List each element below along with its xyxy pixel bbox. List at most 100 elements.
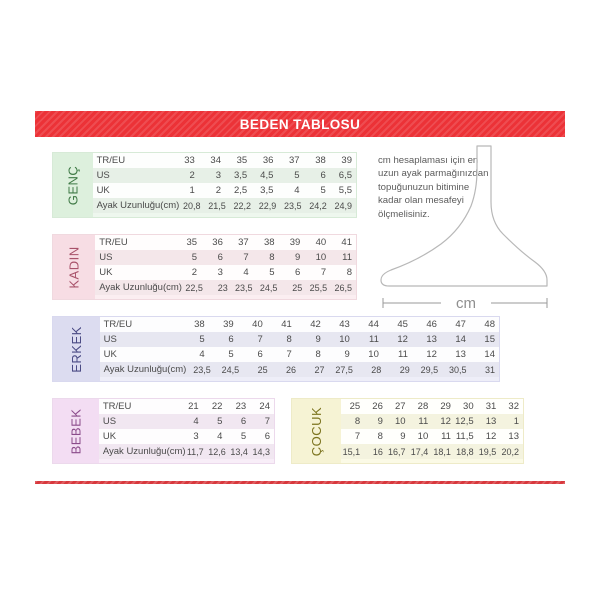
table-cell: 47: [455, 319, 466, 330]
table-cell: 9: [315, 334, 321, 345]
table-cell: 4: [193, 416, 199, 427]
table-cell: 28: [417, 401, 429, 412]
table-cell: 30: [463, 401, 474, 412]
table-cell: 12: [485, 431, 497, 442]
table-cell: 42: [310, 319, 321, 330]
table-row: UK 4 5 6 7 8 9 10 11 12 13 14: [99, 347, 499, 362]
table-cell: 13: [455, 349, 466, 360]
table-cell: 3: [193, 431, 199, 442]
table-cell: 38: [315, 155, 326, 166]
table-cell: 11: [441, 431, 451, 442]
table-cell: 24: [259, 401, 270, 412]
row-label: Ayak Uzunluğu(cm): [103, 364, 187, 375]
size-table-side-cocuk: ÇOCUK: [292, 399, 342, 463]
table-cell: 4: [294, 185, 300, 196]
table-cell: 6,5: [338, 170, 352, 181]
size-table-cocuk: ÇOCUK 25 26 27 28 29 30 31 32 8 9 10 11 12 12,5 13 1 7 8 9 1…: [291, 398, 524, 464]
row-label: UK: [103, 349, 117, 360]
table-row: Ayak Uzunluğu(cm) 22,5 23 23,5 24,5 25 25,5 26,…: [95, 280, 356, 295]
table-cell: 5: [294, 170, 300, 181]
table-cell: 10: [368, 349, 379, 360]
table-cell: 14: [455, 334, 466, 345]
row-label: Ayak Uzunluğu(cm): [99, 282, 182, 293]
table-cell: 9: [377, 416, 383, 427]
row-values: 7 8 9 10 11 11,5 12 13: [341, 431, 523, 442]
table-cell: 4: [199, 349, 205, 360]
table-cell: 26,5: [334, 282, 352, 293]
table-cell: 2: [215, 185, 221, 196]
table-cell: 7: [264, 416, 270, 427]
row-values: 15,1 16 16,7 17,4 18,1 18,8 19,5 20,2: [341, 447, 523, 457]
table-cell: 6: [240, 416, 247, 427]
row-values: 5 6 7 8 9 10 11: [175, 252, 356, 263]
table-cell: 10: [394, 416, 406, 427]
table-cell: 11: [342, 252, 352, 263]
table-row: Ayak Uzunluğu(cm) 11,7 12,6 13,4 14,3: [99, 444, 274, 459]
table-cell: 6: [295, 267, 301, 278]
table-row: 8 9 10 11 12 12,5 13 1: [341, 414, 523, 429]
row-values: 33 34 35 36 37 38 39: [173, 155, 356, 166]
table-cell: 43: [339, 319, 350, 330]
table-cell: 7: [320, 267, 327, 278]
table-cell: 8: [346, 267, 352, 278]
table-cell: 33: [184, 155, 195, 166]
table-cell: 5,5: [338, 185, 352, 196]
table-cell: 8: [269, 252, 275, 263]
table-cell: 1: [189, 185, 195, 196]
table-cell: 16: [372, 446, 383, 457]
table-cell: 29: [399, 364, 410, 375]
row-label: US: [103, 334, 117, 345]
table-cell: 17,4: [410, 446, 429, 457]
size-table-side-kadin: KADIN: [53, 235, 96, 299]
size-table-side-genc: GENÇ: [53, 153, 93, 217]
table-cell: 25: [349, 401, 361, 412]
size-table-side-erkek: ERKEK: [53, 317, 100, 381]
row-label: Ayak Uzunluğu(cm): [96, 200, 180, 211]
table-cell: 6: [217, 252, 223, 263]
table-row: Ayak Uzunluğu(cm) 20,8 21,5 22,2 22,9 23,5 24,…: [93, 198, 356, 213]
table-cell: 4,5: [260, 170, 274, 181]
table-cell: 11: [398, 349, 408, 360]
row-label: TR/EU: [96, 155, 126, 166]
table-cell: 11,5: [455, 431, 474, 442]
table-cell: 5: [240, 431, 247, 442]
table-cell: 20,2: [501, 446, 519, 457]
row-label: UK: [96, 185, 110, 196]
size-table-grid: TR/EU 35 36 37 38 39 40 41 US 5 6 7 8 9 10 11 UK 2 3 4 5 6 7 8 A…: [95, 235, 356, 299]
table-cell: 8: [377, 431, 383, 442]
measure-instructions: cm hesaplaması için en uzun ayak parmağı…: [378, 155, 489, 220]
table-cell: 3,5: [260, 185, 274, 196]
page-title: BEDEN TABLOSU: [239, 116, 361, 132]
row-values: 35 36 37 38 39 40 41: [175, 237, 356, 248]
table-cell: 1: [513, 416, 519, 427]
table-cell: 6: [257, 349, 263, 360]
table-cell: 20,8: [182, 200, 201, 211]
table-cell: 18,1: [433, 446, 451, 457]
row-values: 20,8 21,5 22,2 22,9 23,5 24,2 24,9: [179, 201, 356, 211]
table-cell: 7: [257, 334, 263, 345]
table-cell: 5: [269, 267, 275, 278]
table-cell: 2: [189, 170, 195, 181]
table-cell: 31: [484, 364, 495, 375]
table-cell: 41: [341, 237, 352, 248]
table-cell: 8: [286, 334, 292, 345]
row-values: 8 9 10 11 12 12,5 13 1: [341, 416, 523, 427]
table-cell: 14,3: [252, 446, 270, 457]
size-table-grid: 25 26 27 28 29 30 31 32 8 9 10 11 12 12,5 13 1 7 8 9 10 11 11…: [341, 399, 523, 463]
row-values: 1 2 2,5 3,5 4 5 5,5: [173, 185, 356, 196]
table-cell: 38: [194, 319, 205, 330]
size-table-label: KADIN: [66, 245, 82, 289]
table-cell: 2: [191, 267, 198, 278]
table-cell: 16,7: [388, 446, 406, 457]
table-cell: 31: [485, 401, 497, 412]
size-table-genc: GENÇ TR/EU 33 34 35 36 37 38 39 US 2 3 3,5 4,5 5 6 6,5 UK…: [52, 152, 357, 218]
table-cell: 5: [217, 416, 223, 427]
table-cell: 9: [400, 431, 406, 442]
table-cell: 27: [314, 364, 325, 375]
row-values: 22,5 23 23,5 24,5 25 25,5 26,5: [182, 283, 356, 293]
table-row: 15,1 16 16,7 17,4 18,1 18,8 19,5 20,2: [341, 444, 523, 459]
table-cell: 5: [191, 252, 198, 263]
foot-side-view-icon: cm: [380, 145, 548, 310]
foot-outline: [380, 145, 548, 287]
table-cell: 29,5: [420, 364, 439, 375]
